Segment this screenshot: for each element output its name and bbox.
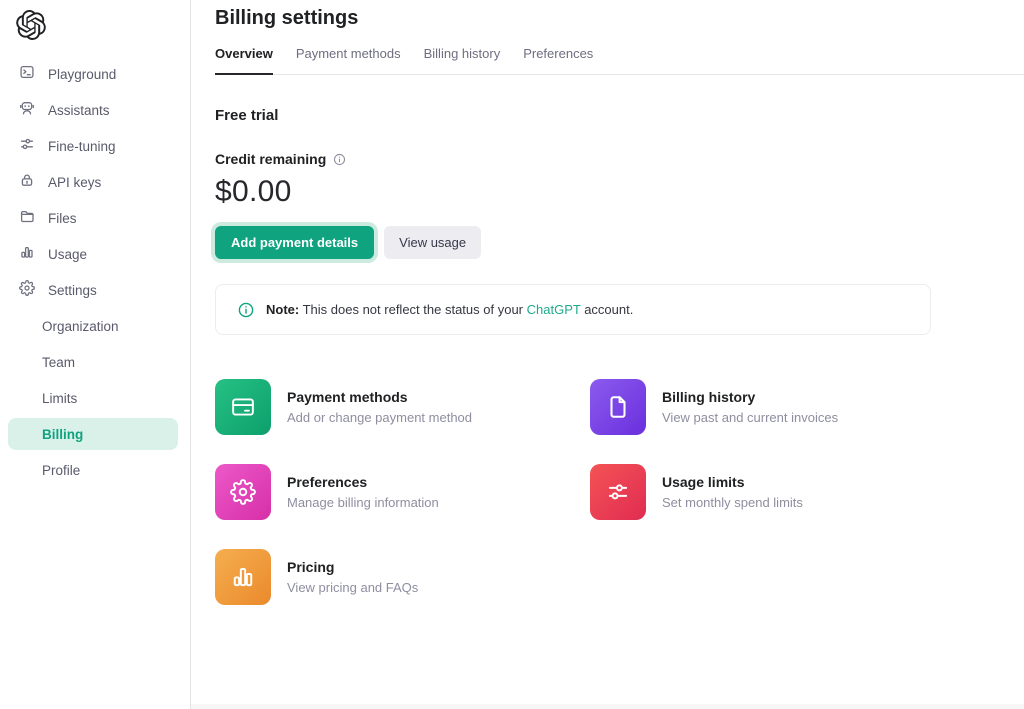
credit-card-icon	[215, 379, 271, 435]
sidebar-item-label: API keys	[48, 174, 102, 190]
sidebar-item-limits[interactable]: Limits	[42, 390, 78, 406]
sidebar-item-label: Playground	[48, 66, 117, 82]
view-usage-button[interactable]: View usage	[384, 226, 482, 259]
main-content: Billing settings Overview Payment method…	[191, 0, 1024, 709]
info-icon[interactable]	[333, 153, 346, 166]
openai-logo[interactable]	[0, 8, 190, 50]
api-keys-lock-icon	[19, 172, 35, 193]
active-item-highlight: Billing	[8, 418, 178, 450]
tab-overview[interactable]: Overview	[215, 46, 273, 75]
sidebar-item-label: Usage	[48, 246, 88, 262]
sidebar-item-billing[interactable]: Billing	[0, 416, 190, 452]
usage-limits-card[interactable]: Usage limits Set monthly spend limits	[590, 464, 965, 520]
pricing-card[interactable]: Pricing View pricing and FAQs	[215, 549, 590, 605]
sidebar-item-usage[interactable]: Usage	[0, 236, 190, 272]
usage-bar-chart-icon	[19, 244, 35, 265]
card-text: Payment methods Add or change payment me…	[287, 389, 473, 425]
preferences-card[interactable]: Preferences Manage billing information	[215, 464, 590, 520]
content-bottom-edge	[191, 704, 1024, 709]
chatgpt-link[interactable]: ChatGPT	[526, 302, 581, 317]
info-circle-icon	[238, 302, 254, 318]
sidebar-item-label: Files	[48, 210, 77, 226]
sidebar-item-label: Settings	[48, 282, 97, 298]
sidebar-item-organization[interactable]: Organization	[42, 318, 119, 334]
playground-terminal-icon	[19, 64, 35, 85]
sidebar-item-label: Assistants	[48, 102, 110, 118]
note-text: Note: This does not reflect the status o…	[266, 302, 634, 317]
plan-title: Free trial	[215, 107, 279, 124]
credit-amount: $0.00	[215, 175, 292, 208]
sidebar-item-team[interactable]: Team	[42, 354, 76, 370]
sidebar-item-assistants[interactable]: Assistants	[0, 92, 190, 128]
settings-gear-icon	[19, 279, 35, 301]
note-banner: Note: This does not reflect the status o…	[215, 284, 931, 335]
sidebar: Playground Assistants Fine-tuning API ke…	[0, 0, 191, 709]
sidebar-item-settings[interactable]: Settings	[0, 272, 190, 308]
card-text: Preferences Manage billing information	[287, 474, 439, 510]
sidebar-item-profile[interactable]: Profile	[42, 462, 81, 478]
add-payment-details-button[interactable]: Add payment details	[215, 226, 375, 259]
tab-billing-history[interactable]: Billing history	[423, 46, 501, 61]
sliders-icon	[590, 464, 646, 520]
document-icon	[590, 379, 646, 435]
page-title: Billing settings	[215, 7, 359, 29]
fine-tuning-sliders-icon	[19, 136, 35, 157]
card-text: Billing history View past and current in…	[662, 389, 839, 425]
tab-preferences[interactable]: Preferences	[523, 46, 594, 61]
sidebar-item-label: Fine-tuning	[48, 138, 116, 154]
sidebar-item-files[interactable]: Files	[0, 200, 190, 236]
tab-payment-methods[interactable]: Payment methods	[295, 46, 401, 61]
gear-icon	[215, 464, 271, 520]
billing-shortcut-cards: Payment methods Add or change payment me…	[215, 379, 1024, 605]
card-text: Usage limits Set monthly spend limits	[662, 474, 803, 510]
bar-chart-icon	[215, 549, 271, 605]
credit-remaining-label: Credit remaining	[215, 151, 327, 167]
sidebar-item-playground[interactable]: Playground	[0, 56, 190, 92]
assistants-robot-icon	[19, 100, 35, 121]
billing-history-card[interactable]: Billing history View past and current in…	[590, 379, 965, 435]
sidebar-item-fine-tuning[interactable]: Fine-tuning	[0, 128, 190, 164]
files-folder-icon	[19, 208, 35, 229]
billing-tabs: Overview Payment methods Billing history…	[215, 46, 1024, 75]
payment-methods-card[interactable]: Payment methods Add or change payment me…	[215, 379, 590, 435]
sidebar-item-api-keys[interactable]: API keys	[0, 164, 190, 200]
card-text: Pricing View pricing and FAQs	[287, 559, 419, 595]
